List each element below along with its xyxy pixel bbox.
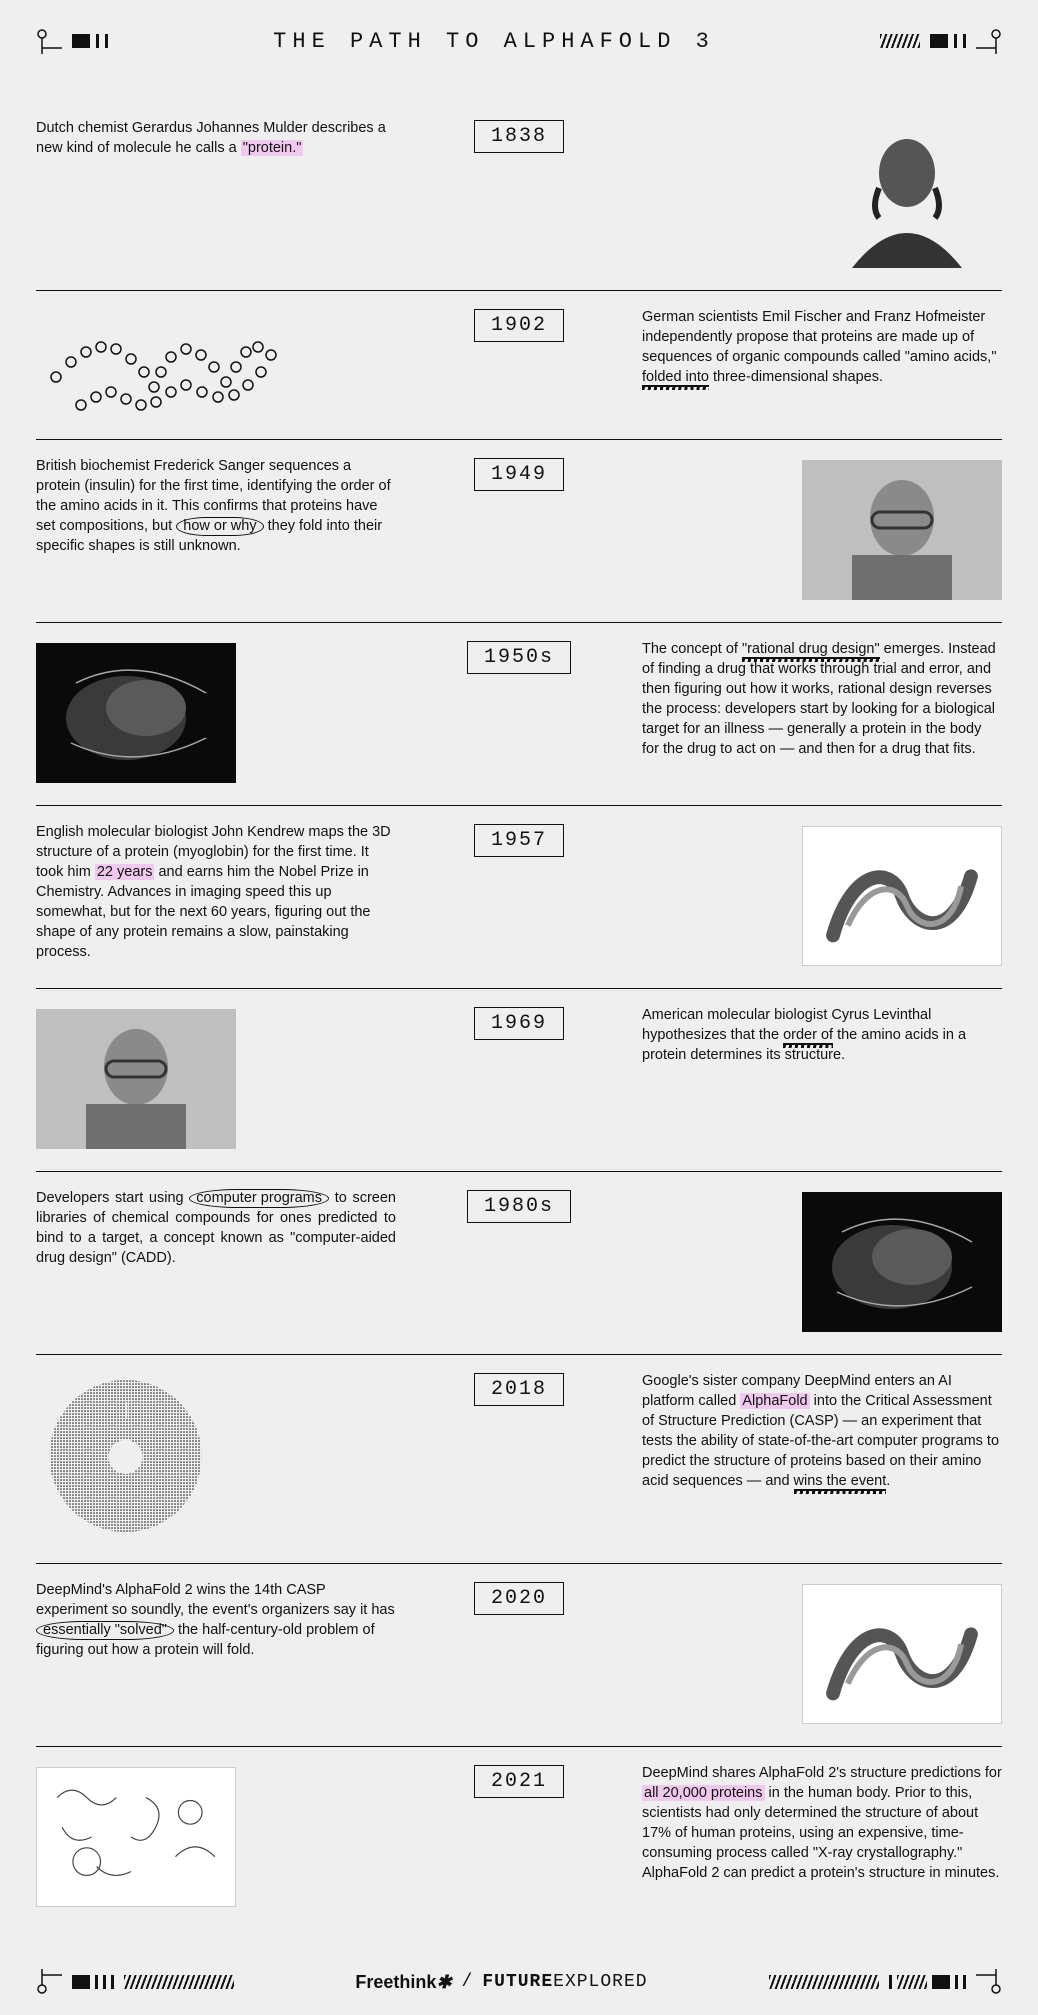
timeline-col-center: 2018 [416,1371,622,1481]
corner-icon [976,28,1002,54]
timeline-year: 1838 [474,120,564,153]
timeline-row: 1950s The concept of "rational drug desi… [36,622,1002,805]
timeline-col-left: Developers start using computer programs… [36,1188,416,1298]
page-title: THE PATH TO ALPHAFOLD 3 [108,29,880,54]
brand-explored: EXPLORED [553,1972,647,1992]
timeline-row: DeepMind's AlphaFold 2 wins the 14th CAS… [36,1563,1002,1746]
hatch-icon [124,1975,234,1989]
timeline-blurb: English molecular biologist John Kendrew… [36,822,396,962]
timeline-col-center: 2020 [416,1580,622,1690]
timeline-col-center: 1838 [416,118,622,228]
timeline-blurb: Google's sister company DeepMind enters … [642,1371,1002,1491]
hatch-icon [769,1975,879,1989]
timeline-row: English molecular biologist John Kendrew… [36,805,1002,988]
timeline-col-left: DeepMind's AlphaFold 2 wins the 14th CAS… [36,1580,416,1690]
corner-icon [976,1969,1002,1995]
timeline-col-center: 1957 [416,822,622,932]
timeline-col-right [622,118,1002,268]
header-deco-right [880,28,1002,54]
timeline-col-left: Dutch chemist Gerardus Johannes Mulder d… [36,118,416,228]
timeline-year: 1980s [467,1190,571,1223]
footer-deco-left [36,1969,234,1995]
timeline-col-left: British biochemist Frederick Sanger sequ… [36,456,416,566]
slash-icon: / [462,1972,473,1992]
timeline-blurb: German scientists Emil Fischer and Franz… [642,307,1002,387]
brand-freethink: Freethink✱ [355,1972,451,1993]
timeline-col-center: 2021 [416,1763,622,1873]
timeline-col-right: DeepMind shares AlphaFold 2's structure … [622,1763,1002,1883]
timeline-image [812,118,1002,268]
timeline-row: British biochemist Frederick Sanger sequ… [36,439,1002,622]
timeline-year: 2018 [474,1373,564,1406]
ticks-icon [72,1975,114,1989]
timeline-col-left [36,1005,416,1149]
timeline-col-right [622,822,1002,966]
timeline-row: 2021 DeepMind shares AlphaFold 2's struc… [36,1746,1002,1929]
timeline-year: 1949 [474,458,564,491]
timeline-image [36,1009,236,1149]
timeline-year: 1902 [474,309,564,342]
timeline-col-right: The concept of "rational drug design" em… [622,639,1002,759]
hatch-icon [880,34,920,48]
timeline-col-center: 1980s [416,1188,622,1298]
timeline-col-left [36,639,416,783]
timeline-year: 2020 [474,1582,564,1615]
timeline-blurb: British biochemist Frederick Sanger sequ… [36,456,396,556]
timeline-col-right [622,456,1002,600]
brand-future: FUTURE [482,1972,553,1992]
timeline-col-right: American molecular biologist Cyrus Levin… [622,1005,1002,1115]
timeline-col-center: 1902 [416,307,622,417]
timeline-blurb: Developers start using computer programs… [36,1188,396,1268]
ticks-icon [72,34,108,48]
timeline-col-center: 1949 [416,456,622,566]
infographic-page: THE PATH TO ALPHAFOLD 3 Dutch chemist Ge… [0,0,1038,2015]
timeline-year: 1957 [474,824,564,857]
asterisk-icon: ✱ [436,1972,451,1992]
ticks-icon [930,34,966,48]
timeline-image [802,1584,1002,1724]
timeline-col-center: 1969 [416,1005,622,1115]
ticks-icon [889,1975,966,1989]
timeline-year: 1969 [474,1007,564,1040]
timeline-blurb: American molecular biologist Cyrus Levin… [642,1005,1002,1065]
timeline-image [36,643,236,783]
timeline-row: Dutch chemist Gerardus Johannes Mulder d… [36,102,1002,290]
timeline-col-right: German scientists Emil Fischer and Franz… [622,307,1002,417]
timeline-image [36,1371,216,1541]
timeline-year: 2021 [474,1765,564,1798]
timeline-col-left: English molecular biologist John Kendrew… [36,822,416,962]
page-footer: Freethink✱ / FUTUREEXPLORED [36,1969,1002,1995]
timeline-image [36,307,286,417]
timeline-image [802,826,1002,966]
timeline-col-right: Google's sister company DeepMind enters … [622,1371,1002,1491]
timeline-row: Developers start using computer programs… [36,1171,1002,1354]
brand-future-explored: FUTUREEXPLORED [482,1972,647,1992]
timeline-col-left [36,307,416,417]
page-header: THE PATH TO ALPHAFOLD 3 [36,28,1002,54]
timeline-col-center: 1950s [416,639,622,749]
timeline: Dutch chemist Gerardus Johannes Mulder d… [36,102,1002,1929]
timeline-row: 1902 German scientists Emil Fischer and … [36,290,1002,439]
timeline-col-left [36,1763,416,1907]
timeline-row: 1969 American molecular biologist Cyrus … [36,988,1002,1171]
footer-deco-right [769,1969,1002,1995]
timeline-blurb: DeepMind shares AlphaFold 2's structure … [642,1763,1002,1883]
timeline-year: 1950s [467,641,571,674]
timeline-row: 2018 Google's sister company DeepMind en… [36,1354,1002,1563]
corner-icon [36,1969,62,1995]
timeline-blurb: DeepMind's AlphaFold 2 wins the 14th CAS… [36,1580,396,1660]
timeline-col-right [622,1580,1002,1724]
timeline-blurb: Dutch chemist Gerardus Johannes Mulder d… [36,118,396,158]
brand-freethink-text: Freethink [355,1972,436,1992]
timeline-col-left [36,1371,416,1541]
header-deco-left [36,28,108,54]
timeline-col-right [622,1188,1002,1332]
timeline-blurb: The concept of "rational drug design" em… [642,639,1002,759]
footer-brand: Freethink✱ / FUTUREEXPLORED [355,1972,647,1993]
timeline-image [802,1192,1002,1332]
corner-icon [36,28,62,54]
timeline-image [802,460,1002,600]
timeline-image [36,1767,236,1907]
